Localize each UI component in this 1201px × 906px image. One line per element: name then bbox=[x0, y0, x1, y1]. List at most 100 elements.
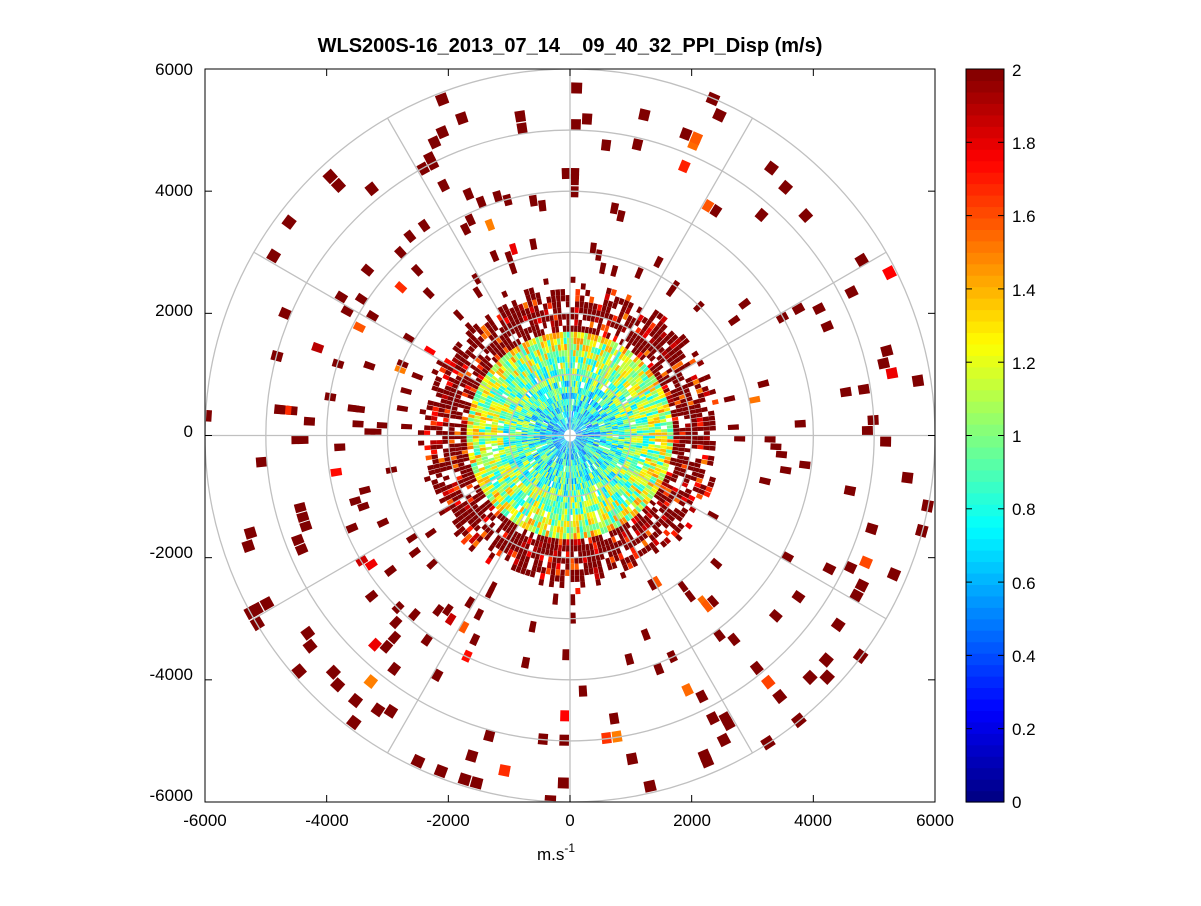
data-cell bbox=[442, 440, 448, 444]
data-cell bbox=[560, 570, 565, 576]
data-cell bbox=[461, 428, 467, 432]
data-cell bbox=[579, 308, 584, 314]
data-cell bbox=[574, 313, 578, 319]
colorbar-swatch bbox=[966, 161, 1004, 173]
colorbar-tick-label: 1.2 bbox=[1012, 354, 1036, 373]
colorbar-swatch bbox=[966, 401, 1004, 413]
data-cell bbox=[573, 521, 576, 527]
data-cell bbox=[770, 443, 781, 450]
data-cell bbox=[564, 350, 567, 356]
data-cell bbox=[637, 438, 643, 441]
data-cell bbox=[503, 431, 509, 433]
data-cell bbox=[442, 431, 448, 435]
data-cell bbox=[575, 307, 579, 313]
data-cell bbox=[455, 423, 461, 427]
data-cell bbox=[795, 420, 806, 428]
data-cell bbox=[570, 570, 574, 576]
data-cell bbox=[912, 374, 925, 387]
data-cell bbox=[570, 350, 573, 356]
data-cell bbox=[765, 436, 776, 443]
colorbar-swatch bbox=[966, 195, 1004, 207]
data-cell bbox=[557, 557, 562, 563]
colorbar-swatch bbox=[966, 332, 1004, 344]
data-cell bbox=[425, 415, 432, 420]
data-cell bbox=[728, 424, 739, 430]
data-cell bbox=[485, 433, 491, 436]
colorbar-swatch bbox=[966, 458, 1004, 470]
colorbar-tick-label: 1.6 bbox=[1012, 207, 1036, 226]
data-cell bbox=[667, 425, 673, 429]
data-cell bbox=[424, 430, 430, 435]
data-cell bbox=[550, 575, 555, 582]
data-cell bbox=[461, 443, 467, 447]
data-cell bbox=[574, 326, 578, 332]
data-cell bbox=[575, 576, 580, 582]
data-cell bbox=[558, 777, 569, 788]
data-cell bbox=[577, 332, 581, 338]
data-cell bbox=[571, 168, 579, 179]
data-cell bbox=[418, 430, 424, 435]
data-cell bbox=[558, 320, 562, 326]
data-cell bbox=[564, 338, 567, 344]
data-cell bbox=[573, 356, 576, 362]
colorbar-swatch bbox=[966, 355, 1004, 367]
data-cell bbox=[667, 429, 673, 433]
data-cell bbox=[703, 416, 710, 421]
colorbar-swatch bbox=[966, 710, 1004, 722]
data-cell bbox=[401, 424, 412, 430]
y-tick-label: -6000 bbox=[150, 786, 193, 805]
data-cell bbox=[575, 564, 579, 570]
data-cell bbox=[573, 509, 576, 515]
data-cell bbox=[352, 420, 363, 427]
colorbar-swatch bbox=[966, 481, 1004, 493]
data-cell bbox=[573, 515, 576, 521]
data-cell bbox=[685, 423, 691, 427]
colorbar-tick-label: 0.8 bbox=[1012, 500, 1036, 519]
data-cell bbox=[467, 442, 473, 446]
data-cell bbox=[704, 436, 710, 440]
data-cell bbox=[661, 442, 667, 446]
data-cell bbox=[661, 429, 667, 432]
data-cell bbox=[560, 338, 563, 344]
data-cell bbox=[580, 581, 585, 588]
colorbar-swatch bbox=[966, 424, 1004, 436]
data-cell bbox=[436, 440, 442, 444]
data-cell bbox=[562, 313, 566, 319]
colorbar-swatch bbox=[966, 275, 1004, 287]
data-cell bbox=[901, 472, 913, 484]
y-tick-label: -4000 bbox=[150, 665, 193, 684]
data-cell bbox=[704, 431, 710, 435]
data-cell bbox=[562, 539, 566, 545]
data-cell bbox=[691, 440, 697, 444]
colorbar-swatch bbox=[966, 413, 1004, 425]
data-cell bbox=[698, 436, 704, 440]
data-cell bbox=[571, 82, 582, 93]
data-cell bbox=[418, 441, 424, 446]
data-cell bbox=[570, 326, 573, 332]
data-cell bbox=[709, 446, 715, 451]
data-cell bbox=[461, 439, 467, 443]
data-cell bbox=[430, 426, 436, 431]
data-cell bbox=[557, 551, 561, 557]
data-cell bbox=[649, 436, 655, 439]
x-axis-label-exponent: -1 bbox=[564, 841, 575, 855]
data-cell bbox=[559, 539, 563, 545]
data-cell bbox=[584, 569, 589, 576]
data-cell bbox=[431, 416, 438, 421]
data-cell bbox=[364, 428, 375, 435]
data-cell bbox=[334, 443, 345, 451]
data-cell bbox=[563, 326, 567, 332]
data-cell bbox=[578, 326, 582, 332]
colorbar-swatch bbox=[966, 779, 1004, 791]
data-cell bbox=[559, 533, 563, 539]
data-cell bbox=[448, 427, 454, 431]
data-cell bbox=[578, 551, 582, 557]
data-cell bbox=[574, 557, 578, 563]
data-cell bbox=[514, 110, 526, 122]
colorbar-tick-labels: 0 0.2 0.4 0.6 0.8 1 1.2 1.4 1.6 1.8 2 bbox=[1012, 61, 1036, 812]
data-cell bbox=[454, 431, 460, 435]
data-cell bbox=[377, 422, 388, 429]
colorbar-tick-label: 0.2 bbox=[1012, 720, 1036, 739]
y-tick-label: -2000 bbox=[150, 543, 193, 562]
